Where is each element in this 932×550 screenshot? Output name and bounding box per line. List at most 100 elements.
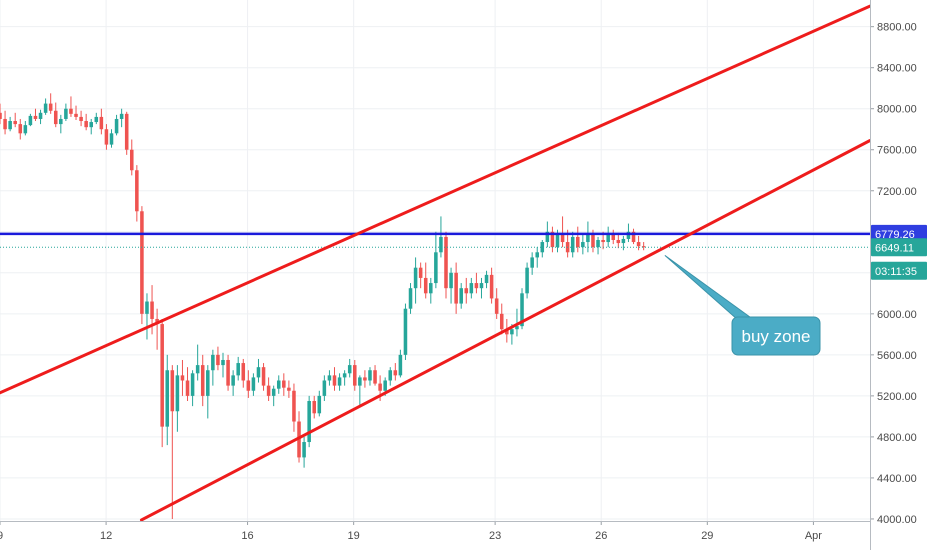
- candle-body: [631, 231, 636, 243]
- candle: [575, 226, 580, 253]
- channel-upper-line: [0, 4, 870, 395]
- candle-body: [555, 233, 560, 248]
- candle-body: [575, 236, 580, 248]
- candle: [408, 283, 413, 314]
- candle: [206, 365, 210, 419]
- candle: [307, 395, 311, 448]
- candle: [48, 93, 53, 114]
- candle-body: [185, 380, 190, 396]
- candle-body: [525, 267, 529, 294]
- candle-body: [180, 375, 185, 381]
- candle-body: [276, 380, 281, 389]
- y-tick-label: 6000.00: [877, 309, 917, 321]
- candle: [469, 277, 474, 299]
- candle-body: [616, 239, 621, 244]
- candle: [327, 370, 332, 386]
- candle-body: [119, 113, 124, 119]
- candle-body: [200, 365, 205, 396]
- candle-body: [221, 359, 225, 366]
- candle-body: [352, 365, 357, 386]
- candle-body: [69, 108, 73, 114]
- candle: [104, 124, 109, 150]
- candle: [99, 108, 104, 135]
- candle: [454, 262, 458, 314]
- candle: [606, 226, 610, 248]
- gridlines: [0, 0, 870, 521]
- candle-body: [408, 288, 413, 309]
- x-tick-label: 16: [241, 530, 253, 542]
- candle-body: [282, 380, 286, 388]
- y-tick-label: 7200.00: [877, 186, 917, 198]
- candle-body: [43, 103, 48, 113]
- candle-body: [418, 267, 423, 278]
- candle: [271, 385, 276, 407]
- candle: [444, 231, 448, 299]
- candle: [256, 358, 261, 383]
- candle: [226, 354, 230, 391]
- candle-body: [439, 236, 443, 253]
- candle: [13, 112, 17, 128]
- candle-body: [383, 380, 387, 391]
- candle: [611, 229, 616, 245]
- candle-body: [59, 118, 63, 125]
- candle-body: [13, 121, 17, 125]
- candle: [251, 373, 256, 396]
- candle: [489, 267, 494, 304]
- candle: [570, 231, 575, 258]
- candle: [185, 367, 190, 402]
- candle: [312, 395, 317, 419]
- candle: [236, 356, 240, 381]
- candle: [586, 221, 590, 253]
- candle-body: [190, 373, 195, 396]
- candle: [636, 235, 641, 251]
- candle: [388, 367, 393, 386]
- candle: [368, 367, 372, 386]
- candle-body: [626, 231, 631, 239]
- candle-body: [636, 242, 641, 247]
- y-tick-label: 8000.00: [877, 104, 917, 116]
- candle: [530, 252, 534, 275]
- candle-body: [8, 121, 12, 130]
- candle-body: [403, 308, 408, 355]
- candle: [439, 216, 443, 258]
- candle: [221, 352, 225, 378]
- candle: [180, 359, 185, 396]
- candle-body: [33, 115, 38, 119]
- candle: [241, 358, 246, 388]
- candle-body: [312, 401, 317, 414]
- candle: [540, 239, 545, 258]
- candle-body: [89, 122, 94, 128]
- candle: [631, 228, 636, 245]
- candle-body: [256, 367, 261, 378]
- candle-body: [28, 115, 33, 126]
- candle-body: [398, 354, 403, 376]
- candle-body: [129, 149, 134, 171]
- candle-body: [94, 116, 99, 123]
- candle: [337, 373, 342, 391]
- candle-body: [3, 118, 7, 130]
- candle-body: [302, 442, 306, 458]
- candle-body: [292, 390, 296, 422]
- candle: [175, 365, 180, 432]
- candle: [596, 236, 600, 255]
- candle-body: [459, 288, 463, 304]
- candle: [23, 121, 28, 136]
- candle: [484, 270, 489, 289]
- candle: [109, 129, 114, 148]
- candle-body: [358, 377, 362, 386]
- candle-body: [454, 272, 458, 304]
- candle-body: [140, 211, 144, 314]
- candle: [560, 216, 565, 248]
- candle-body: [271, 388, 276, 396]
- candle: [434, 231, 438, 289]
- candle-body: [287, 387, 291, 391]
- x-tick-label: 9: [0, 530, 3, 542]
- candle: [94, 112, 99, 125]
- candle: [292, 383, 296, 432]
- candle: [18, 118, 23, 140]
- candle: [200, 354, 205, 407]
- candle-body: [641, 246, 646, 248]
- candle-body: [104, 129, 109, 145]
- buy-zone-callout[interactable]: buy zone: [664, 254, 821, 356]
